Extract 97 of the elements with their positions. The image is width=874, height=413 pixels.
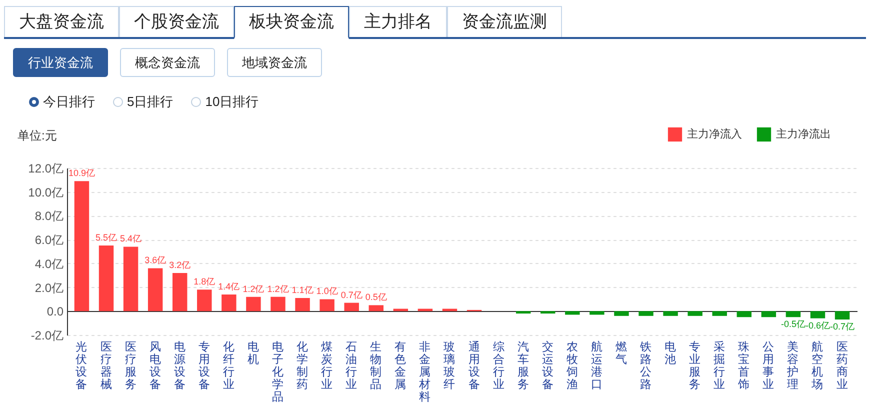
x-tick-label: 电子化学品: [272, 340, 284, 404]
y-tick-label: -2.0亿: [30, 328, 64, 342]
text: 1.4亿: [218, 281, 240, 292]
bar: [344, 302, 359, 312]
radio-option[interactable]: 10日排行: [191, 93, 259, 111]
text: 1.0亿: [316, 286, 338, 296]
x-tick-label: 非金属材料: [418, 340, 432, 404]
y-tick-label: 8.0亿: [34, 209, 64, 224]
bar: [688, 311, 702, 316]
x-tick-label: 公用事业: [762, 340, 775, 391]
x-tick-label: 专用设备: [198, 340, 210, 391]
x-tick-label: 燃气: [615, 340, 628, 366]
bar: [761, 311, 776, 318]
x-tick-label: 有色金属: [394, 340, 407, 391]
x-tick-label: 光伏设备: [76, 340, 88, 391]
bar: [148, 268, 163, 312]
y-tick-label: 2.0亿: [34, 280, 64, 295]
bar: [123, 246, 138, 312]
text: 5.4亿: [120, 234, 142, 244]
tab[interactable]: 主力排名: [349, 6, 447, 37]
bar: [222, 294, 236, 312]
tab[interactable]: 资金流监测: [447, 6, 562, 37]
x-tick-label: 农牧饲渔: [565, 340, 578, 391]
x-tick-label: 铁路公路: [639, 340, 652, 391]
button[interactable]: 地域资金流: [227, 48, 322, 77]
x-tick-label: 石油行业: [346, 340, 358, 391]
data-label: -0.7亿: [830, 321, 855, 332]
button[interactable]: 概念资金流: [120, 48, 215, 77]
bar: [614, 311, 629, 316]
bar: [565, 311, 580, 315]
radio-option[interactable]: 今日排行: [29, 93, 95, 111]
x-tick-label: 专业服务: [689, 340, 702, 391]
data-label: -0.6亿: [805, 320, 830, 330]
bar: [270, 296, 286, 312]
button[interactable]: 行业资金流: [13, 48, 108, 77]
x-tick-label: 化纤行业: [222, 340, 235, 391]
bar: [320, 299, 334, 312]
x-tick-label: 医药商业: [836, 340, 848, 391]
data-label: -0.5亿: [780, 319, 806, 330]
x-tick-label: 生物制品: [370, 340, 382, 391]
x-tick-label: 航运港口: [590, 340, 603, 391]
x-tick-label: 电机: [247, 340, 260, 366]
y-tick-label: 0.0: [46, 304, 64, 319]
y-tick-label: 6.0亿: [34, 233, 64, 248]
text: 5.5亿: [95, 232, 118, 243]
bar: [736, 311, 752, 318]
y-tick-label: 10.0亿: [28, 185, 64, 200]
bar: [368, 305, 384, 312]
y-axis-title: 单位:元: [18, 128, 57, 142]
bar: [246, 296, 261, 312]
text: 1.1亿: [292, 285, 314, 296]
tab[interactable]: 个股资金流: [119, 6, 234, 37]
x-tick-label: 化学制药: [296, 340, 309, 391]
y-tick-label: 12.0亿: [28, 162, 64, 176]
text: 3.6亿: [144, 255, 166, 266]
radio-option[interactable]: 5日排行: [113, 93, 174, 111]
x-tick-label: 风电设备: [149, 340, 162, 391]
x-tick-label: 珠宝首饰: [737, 340, 750, 391]
bar: [638, 311, 654, 316]
bar: [786, 311, 801, 318]
x-tick-label: 航空机场: [810, 340, 824, 391]
x-tick-label: 电源设备: [174, 340, 186, 391]
text: 0.5亿: [365, 292, 387, 302]
bar: [74, 181, 90, 312]
bar: [98, 246, 114, 312]
text: 1.8亿: [194, 276, 216, 287]
text: 1.2亿: [242, 284, 264, 294]
bar: [172, 272, 188, 312]
x-tick-label: 医疗服务: [124, 340, 137, 391]
bar: [540, 311, 556, 314]
legend-label: 主力净流入: [687, 127, 742, 140]
y-tick-label: 4.0亿: [34, 256, 64, 271]
bar: [197, 290, 212, 312]
x-tick-label: 综合行业: [492, 340, 505, 391]
x-tick-label: 电池: [664, 340, 677, 366]
legend-label: 主力净流出: [776, 127, 831, 140]
bar: [810, 311, 826, 318]
x-tick-label: 煤炭行业: [321, 340, 334, 391]
x-tick-label: 玻璃玻纤: [444, 340, 456, 391]
tab[interactable]: 板块资金流: [234, 6, 349, 39]
tab[interactable]: 大盘资金流: [4, 6, 119, 37]
bar: [663, 311, 678, 316]
text: 0.7亿: [340, 290, 362, 300]
bar: [712, 311, 727, 316]
bar: [516, 311, 531, 314]
x-tick-label: 美容护理: [786, 340, 800, 391]
x-tick-label: 汽车服务: [517, 340, 530, 391]
bar: [590, 311, 604, 315]
x-tick-label: 采掘行业: [714, 340, 726, 391]
text: 10.9亿: [68, 168, 95, 178]
x-tick-label: 通用设备: [468, 340, 480, 391]
bar: [295, 298, 310, 312]
text: 1.2亿: [267, 284, 289, 294]
text: 3.2亿: [169, 260, 191, 270]
x-tick-label: 医疗器械: [100, 340, 112, 391]
x-tick-label: 交运设备: [542, 340, 554, 391]
bar: [834, 311, 850, 320]
